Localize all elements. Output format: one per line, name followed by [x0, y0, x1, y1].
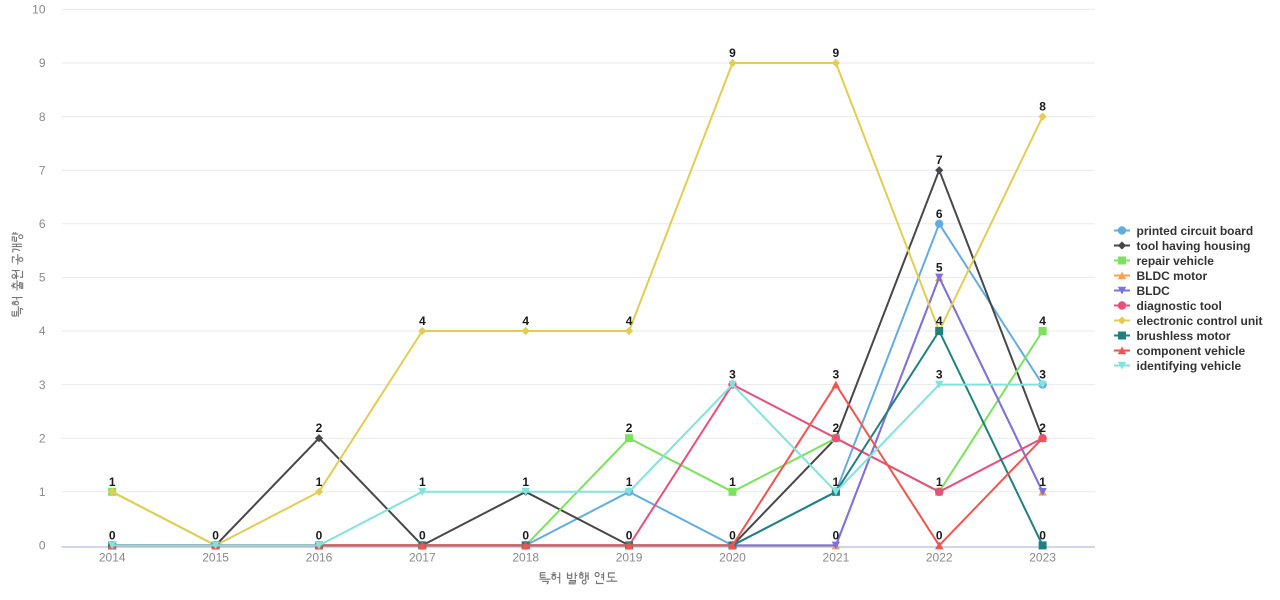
svg-text:2016: 2016: [306, 551, 333, 565]
svg-text:4: 4: [39, 324, 46, 338]
svg-text:7: 7: [39, 163, 46, 177]
svg-text:5: 5: [936, 260, 943, 274]
svg-text:1: 1: [39, 485, 46, 499]
svg-text:2022: 2022: [926, 551, 953, 565]
svg-text:0: 0: [316, 528, 323, 542]
svg-text:2017: 2017: [409, 551, 436, 565]
svg-text:electronic control unit: electronic control unit: [1137, 314, 1263, 328]
svg-text:3: 3: [729, 368, 736, 382]
svg-text:BLDC motor: BLDC motor: [1137, 269, 1208, 283]
svg-text:8: 8: [39, 110, 46, 124]
svg-text:3: 3: [936, 368, 943, 382]
svg-text:6: 6: [936, 207, 943, 221]
svg-text:3: 3: [833, 368, 840, 382]
svg-text:1: 1: [419, 475, 426, 489]
svg-text:1: 1: [729, 475, 736, 489]
svg-text:BLDC: BLDC: [1137, 284, 1171, 298]
svg-text:brushless motor: brushless motor: [1137, 329, 1231, 343]
svg-text:3: 3: [1039, 368, 1046, 382]
svg-text:8: 8: [1039, 100, 1046, 114]
svg-text:2014: 2014: [99, 551, 126, 565]
svg-text:tool having housing: tool having housing: [1137, 239, 1251, 253]
svg-text:2: 2: [316, 421, 323, 435]
svg-text:9: 9: [833, 46, 840, 60]
svg-text:0: 0: [109, 528, 116, 542]
svg-text:2: 2: [1039, 421, 1046, 435]
svg-text:0: 0: [626, 528, 633, 542]
svg-text:0: 0: [39, 539, 46, 553]
svg-text:4: 4: [1039, 314, 1046, 328]
svg-text:3: 3: [39, 378, 46, 392]
svg-text:9: 9: [729, 46, 736, 60]
svg-text:9: 9: [39, 56, 46, 70]
svg-text:0: 0: [833, 528, 840, 542]
svg-text:0: 0: [419, 528, 426, 542]
svg-text:2021: 2021: [823, 551, 850, 565]
svg-text:0: 0: [522, 528, 529, 542]
svg-text:repair vehicle: repair vehicle: [1137, 254, 1215, 268]
svg-text:0: 0: [212, 528, 219, 542]
svg-text:1: 1: [109, 475, 116, 489]
svg-text:0: 0: [729, 528, 736, 542]
svg-text:2: 2: [39, 431, 46, 445]
svg-text:4: 4: [626, 314, 633, 328]
svg-text:6: 6: [39, 217, 46, 231]
svg-text:1: 1: [626, 475, 633, 489]
svg-text:component vehicle: component vehicle: [1137, 344, 1246, 358]
svg-text:10: 10: [32, 3, 46, 17]
svg-text:2019: 2019: [616, 551, 643, 565]
svg-text:7: 7: [936, 153, 943, 167]
svg-text:1: 1: [936, 475, 943, 489]
svg-text:printed circuit board: printed circuit board: [1137, 224, 1254, 238]
svg-text:0: 0: [1039, 528, 1046, 542]
svg-text:5: 5: [39, 271, 46, 285]
svg-text:diagnostic tool: diagnostic tool: [1137, 299, 1222, 313]
svg-text:1: 1: [833, 475, 840, 489]
svg-text:1: 1: [316, 475, 323, 489]
svg-text:1: 1: [522, 475, 529, 489]
svg-text:identifying vehicle: identifying vehicle: [1137, 359, 1242, 373]
svg-text:4: 4: [419, 314, 426, 328]
svg-text:2023: 2023: [1029, 551, 1056, 565]
svg-text:4: 4: [936, 314, 943, 328]
svg-text:0: 0: [936, 528, 943, 542]
svg-text:1: 1: [1039, 475, 1046, 489]
svg-text:2018: 2018: [512, 551, 539, 565]
svg-text:2: 2: [626, 421, 633, 435]
svg-text:4: 4: [522, 314, 529, 328]
svg-text:2015: 2015: [202, 551, 229, 565]
svg-text:2: 2: [833, 421, 840, 435]
svg-text:2020: 2020: [719, 551, 746, 565]
